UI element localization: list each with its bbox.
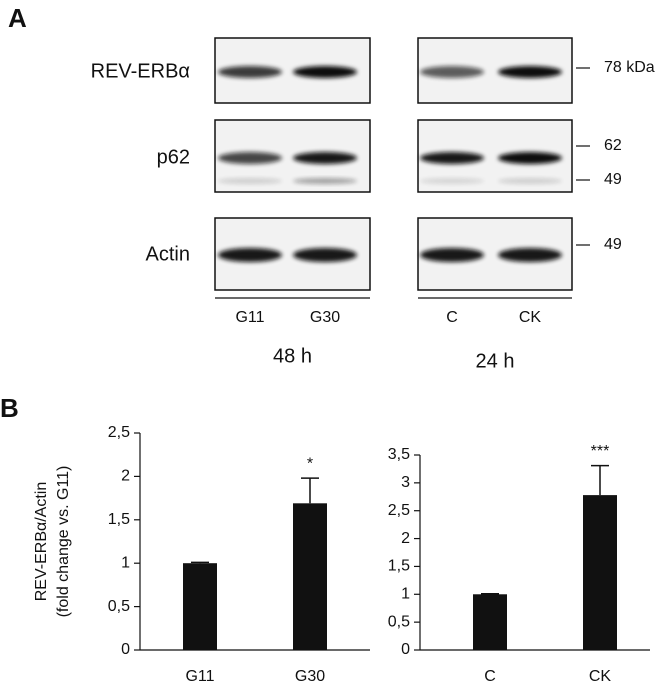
blot-band	[498, 178, 562, 184]
bar	[473, 594, 507, 650]
marker-label: 78 kDa	[604, 59, 655, 76]
blot-label: p62	[157, 146, 190, 168]
y-tick-label: 2	[121, 468, 130, 485]
lane-label: CK	[519, 309, 542, 326]
y-tick-label: 0,5	[108, 598, 130, 615]
significance: *	[307, 455, 313, 472]
y-tick-label: 2,5	[108, 424, 130, 441]
y-tick-label: 1,5	[388, 558, 410, 575]
x-tick-label: G11	[185, 668, 214, 684]
y-tick-label: 1,5	[108, 511, 130, 528]
blot-label: REV-ERBα	[91, 60, 190, 82]
blot-band	[420, 178, 484, 184]
blot-band	[293, 178, 357, 184]
y-tick-label: 1	[401, 586, 410, 603]
marker-label: 49	[604, 236, 622, 253]
significance: ***	[591, 443, 610, 460]
blot-band	[293, 248, 357, 262]
panel-letter: A	[8, 3, 27, 33]
y-tick-label: 3,5	[388, 446, 410, 463]
blot-band	[293, 66, 357, 78]
y-tick-label: 0,5	[388, 613, 410, 630]
blot-band	[218, 152, 282, 164]
bar	[293, 503, 327, 650]
bar	[583, 495, 617, 650]
lane-label: C	[446, 309, 458, 326]
lane-label: G11	[235, 309, 264, 326]
y-tick-label: 3	[401, 474, 410, 491]
y-axis-label: REV-ERBα/Actin	[33, 482, 50, 602]
error-bar	[191, 561, 209, 564]
panel-letter: B	[0, 393, 19, 423]
blot-band	[218, 178, 282, 184]
lane-label: G30	[310, 309, 340, 326]
blot-band	[218, 248, 282, 262]
y-axis-label: (fold change vs. G11)	[55, 466, 72, 618]
time-label: 24 h	[476, 350, 515, 372]
blot-label: Actin	[146, 243, 190, 265]
blot-band	[218, 66, 282, 78]
x-tick-label: C	[484, 668, 496, 684]
blot-band	[420, 66, 484, 78]
marker-label: 49	[604, 171, 622, 188]
time-label: 48 h	[273, 345, 312, 367]
y-tick-label: 0	[121, 641, 130, 658]
y-tick-label: 2	[401, 530, 410, 547]
y-tick-label: 1	[121, 554, 130, 571]
blot-band	[498, 248, 562, 262]
bar	[183, 563, 217, 650]
blot-band	[498, 152, 562, 164]
blot-band	[420, 248, 484, 262]
error-bar	[481, 592, 499, 595]
x-tick-label: G30	[295, 668, 325, 684]
blot-band	[293, 152, 357, 164]
marker-label: 62	[604, 137, 622, 154]
y-tick-label: 2,5	[388, 502, 410, 519]
blot-band	[420, 152, 484, 164]
error-bar	[301, 477, 319, 504]
error-bar	[591, 464, 609, 496]
x-tick-label: CK	[589, 668, 612, 684]
y-tick-label: 0	[401, 641, 410, 658]
blot-band	[498, 66, 562, 78]
